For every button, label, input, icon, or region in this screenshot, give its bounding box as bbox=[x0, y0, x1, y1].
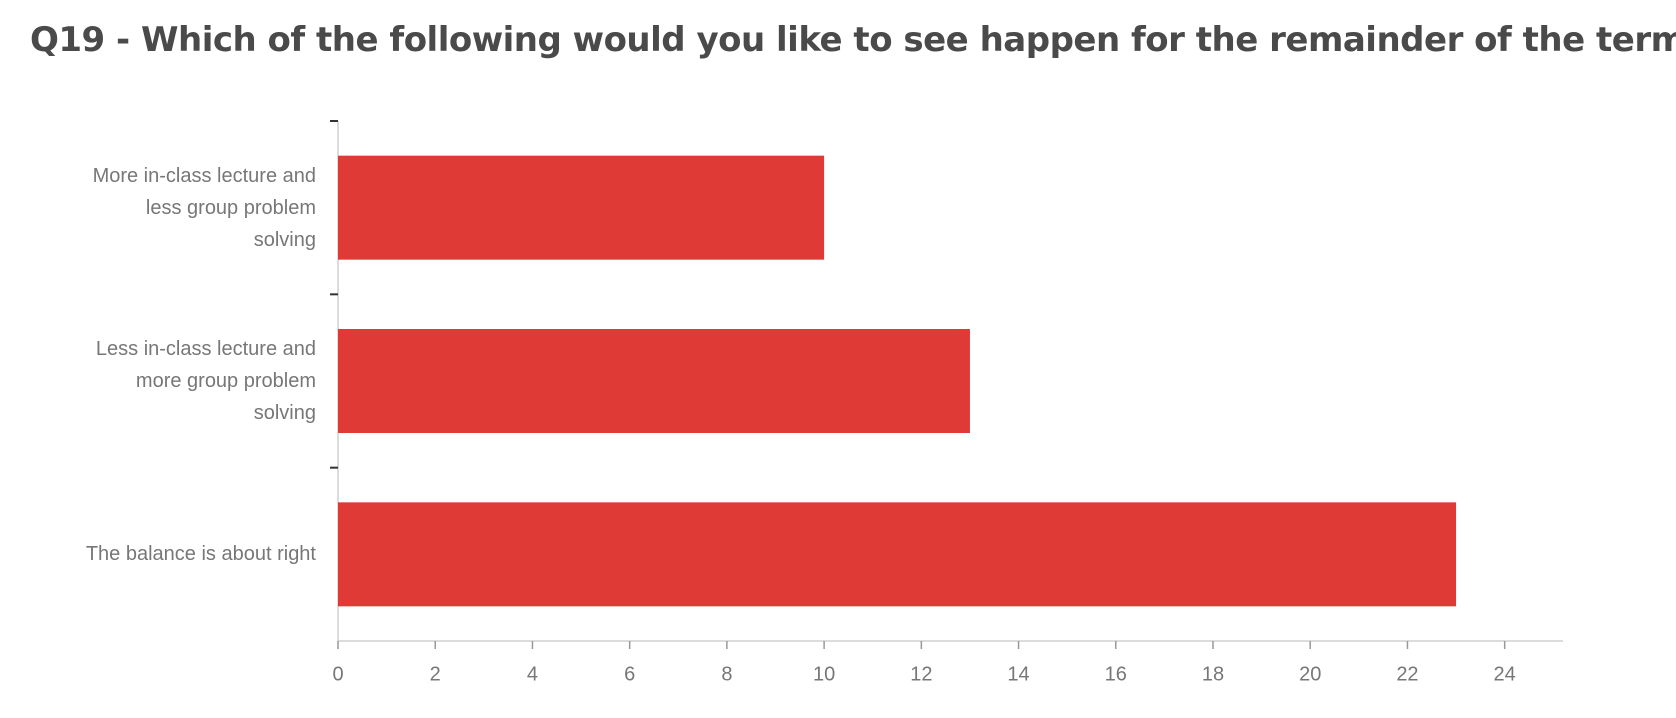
x-tick-label: 22 bbox=[1396, 663, 1418, 685]
x-tick-label: 16 bbox=[1105, 663, 1127, 685]
x-tick-label: 8 bbox=[721, 663, 732, 685]
x-tick-label: 18 bbox=[1202, 663, 1224, 685]
x-tick-label: 6 bbox=[624, 663, 635, 685]
y-tick-label: The balance is about right bbox=[85, 543, 316, 566]
bar bbox=[338, 502, 1457, 607]
x-tick-label: 24 bbox=[1494, 663, 1516, 685]
chart-title: Q19 - Which of the following would you l… bbox=[30, 20, 1676, 60]
y-tick-label: More in-class lecture and less group pro… bbox=[92, 164, 316, 251]
x-tick-label: 2 bbox=[430, 663, 441, 685]
x-tick-label: 10 bbox=[813, 663, 835, 685]
x-tick-label: 4 bbox=[527, 663, 538, 685]
bar bbox=[338, 329, 970, 433]
x-tick-label: 20 bbox=[1299, 663, 1321, 685]
bar bbox=[338, 155, 825, 260]
y-tick-label: Less in-class lecture and more group pro… bbox=[95, 338, 316, 424]
x-tick-label: 14 bbox=[1007, 663, 1029, 685]
x-tick-label: 12 bbox=[910, 663, 932, 685]
x-tick-label: 0 bbox=[332, 663, 343, 685]
